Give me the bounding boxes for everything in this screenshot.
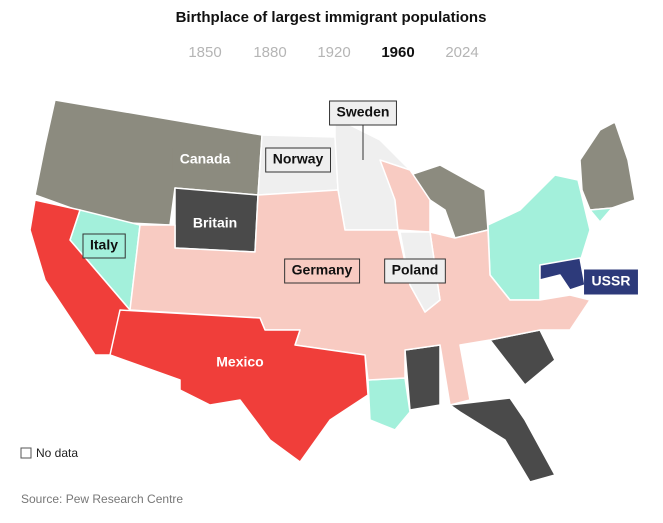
states <box>29 99 636 483</box>
year-tab[interactable]: 2024 <box>445 44 478 61</box>
label-text: Italy <box>90 237 118 253</box>
state-group <box>589 207 613 223</box>
state-group <box>109 309 369 463</box>
labels: Canada Norway Sweden Britain Italy Germany Pol… <box>82 100 638 376</box>
legend-swatch <box>20 447 32 459</box>
label-text: Sweden <box>337 104 390 120</box>
label-box <box>284 258 361 284</box>
region-label: Poland <box>384 258 446 284</box>
label-text: Mexico <box>216 354 263 370</box>
label-box <box>208 350 272 376</box>
state-group <box>367 377 411 431</box>
state-group <box>539 257 586 291</box>
year-tabs: 1850 1880 1920 1960 2024 <box>188 44 478 61</box>
year-tab[interactable]: 1920 <box>317 44 350 61</box>
label-box <box>329 100 397 126</box>
title: Birthplace of largest immigrant populati… <box>176 9 487 26</box>
label-text: Norway <box>273 151 324 167</box>
region-label: Italy <box>82 233 126 259</box>
label-box <box>185 211 245 237</box>
label-text: Germany <box>292 262 353 278</box>
region-label: Mexico <box>208 350 272 376</box>
region-label: Germany <box>284 258 361 284</box>
label-text: Canada <box>180 151 231 167</box>
year-tab[interactable]: 1850 <box>188 44 221 61</box>
region-label: Canada <box>172 147 238 173</box>
state-group <box>579 121 636 211</box>
region-label: Britain <box>185 211 245 237</box>
state-group <box>404 344 441 411</box>
region-label: USSR <box>584 269 638 295</box>
label-box <box>82 233 126 259</box>
region-label: Norway <box>265 147 331 173</box>
label-text: USSR <box>592 273 631 289</box>
source: Source: Pew Research Centre <box>21 492 183 506</box>
label-box <box>172 147 238 173</box>
label-text: Britain <box>193 215 237 231</box>
state-group <box>449 397 556 483</box>
label-box <box>384 258 446 284</box>
year-tab[interactable]: 1880 <box>253 44 286 61</box>
year-tab[interactable]: 1960 <box>381 44 414 61</box>
label-box <box>265 147 331 173</box>
label-text: Poland <box>392 262 439 278</box>
legend-label: No data <box>36 446 78 460</box>
label-box <box>584 269 638 295</box>
region-label: Sweden <box>329 100 397 126</box>
